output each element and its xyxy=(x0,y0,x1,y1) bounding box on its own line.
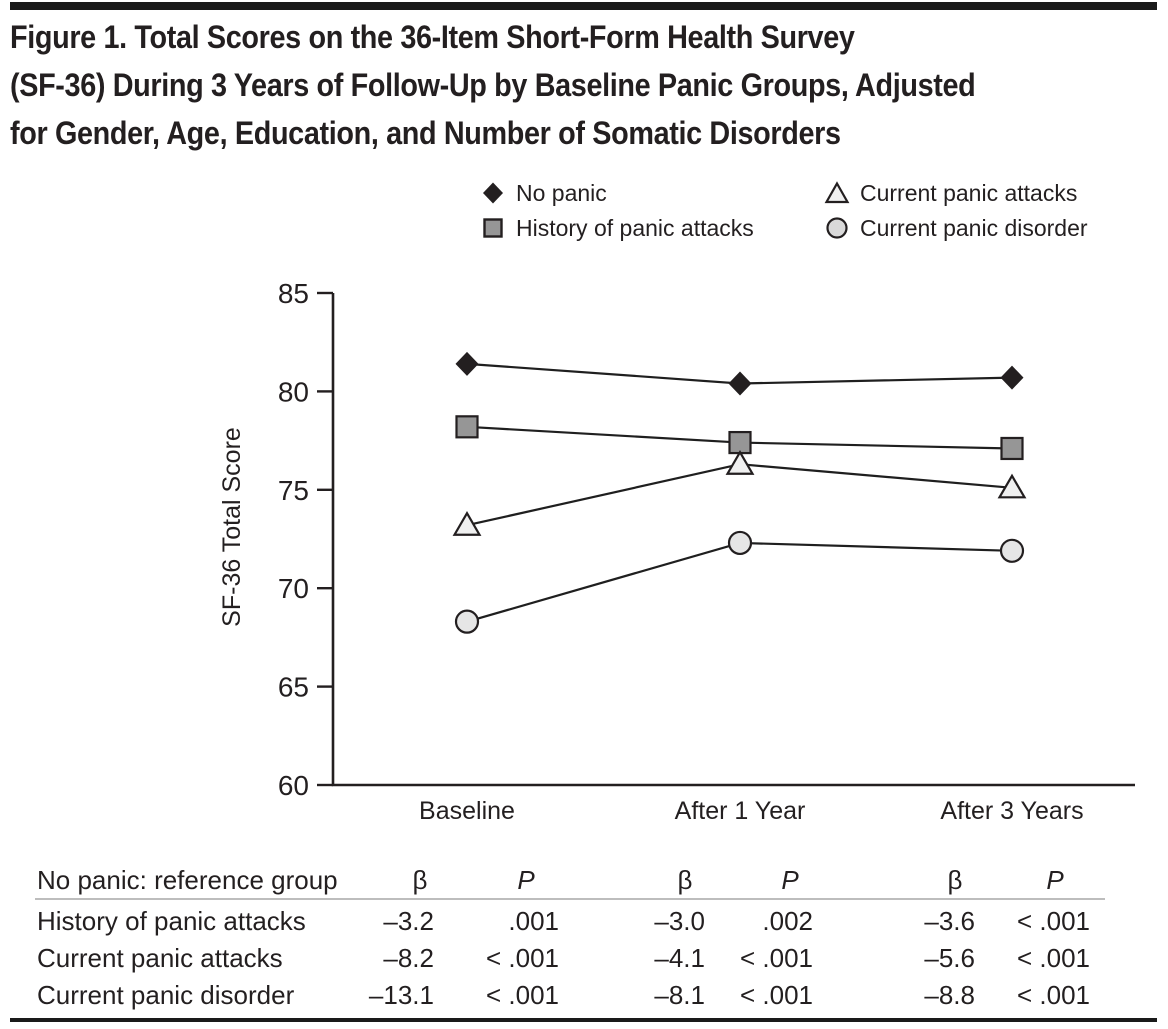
top-rule xyxy=(10,2,1157,10)
y-tick-label: 85 xyxy=(278,278,309,309)
p-value: .002 xyxy=(762,906,813,936)
beta-value: –3.6 xyxy=(924,906,975,936)
x-tick-label: After 3 Years xyxy=(940,797,1083,825)
y-tick-label: 60 xyxy=(278,770,309,801)
col-header-p-year3: P xyxy=(1046,865,1064,895)
beta-value: –3.2 xyxy=(383,906,434,936)
diamond-icon xyxy=(483,182,503,204)
y-tick-label: 65 xyxy=(278,672,309,703)
square-icon xyxy=(483,218,503,238)
square-marker xyxy=(728,430,752,455)
row-label: Current panic attacks xyxy=(37,943,283,973)
table-row-current-panic-attacks: Current panic attacks –8.2 < .001 –4.1 <… xyxy=(37,942,1107,974)
p-value: < .001 xyxy=(739,980,813,1010)
bottom-rule xyxy=(10,1018,1157,1022)
circle-marker xyxy=(454,609,480,634)
diamond-marker xyxy=(728,371,752,396)
triangle-marker xyxy=(997,473,1027,499)
triangle-marker xyxy=(452,511,482,536)
x-tick-label: Baseline xyxy=(419,797,515,825)
col-header-beta-baseline: β xyxy=(412,865,428,895)
beta-value: –8.1 xyxy=(654,980,705,1010)
square-marker xyxy=(1000,436,1024,461)
p-value: < .001 xyxy=(485,943,559,973)
legend-item-no-panic: No panic xyxy=(479,178,607,208)
legend-label: Current panic attacks xyxy=(860,179,1078,206)
y-tick-label: 70 xyxy=(278,573,309,604)
figure-title-line-3: for Gender, Age, Education, and Number o… xyxy=(10,115,841,151)
p-value: < .001 xyxy=(739,943,813,973)
y-tick-label: 75 xyxy=(278,475,309,506)
circle-marker xyxy=(727,530,753,556)
beta-value: –13.1 xyxy=(368,980,434,1010)
triangle-icon xyxy=(824,181,850,204)
legend-label: Current panic disorder xyxy=(860,214,1088,241)
header-rule xyxy=(35,898,1105,900)
col-header-beta-year3: β xyxy=(947,865,963,895)
legend-item-current-panic-attacks: Current panic attacks xyxy=(823,178,1077,208)
beta-value: –8.8 xyxy=(924,980,975,1010)
col-header-p-year1: P xyxy=(781,865,799,895)
col-header-p-baseline: P xyxy=(517,865,535,895)
row-label: History of panic attacks xyxy=(37,906,306,936)
legend-item-current-panic-disorder: Current panic disorder xyxy=(823,213,1088,243)
p-value: < .001 xyxy=(1016,906,1090,936)
square-marker xyxy=(455,415,479,439)
circle-icon xyxy=(826,217,848,239)
legend-item-history-of-panic-attacks: History of panic attacks xyxy=(479,213,754,243)
x-tick-label: After 1 Year xyxy=(675,797,806,825)
p-value: < .001 xyxy=(1016,943,1090,973)
triangle-marker xyxy=(725,450,755,475)
y-axis-title: SF-36 Total Score xyxy=(218,427,246,627)
p-value: < .001 xyxy=(1016,980,1090,1010)
p-value: .001 xyxy=(508,906,559,936)
figure-title-line-1: Figure 1. Total Scores on the 36-Item Sh… xyxy=(10,19,855,55)
stats-header-row: No panic: reference group β P β P β P xyxy=(37,864,1107,896)
y-tick-label: 80 xyxy=(278,376,309,407)
diamond-marker xyxy=(1000,365,1024,390)
beta-value: –8.2 xyxy=(383,943,434,973)
beta-value: –5.6 xyxy=(924,943,975,973)
legend-label: History of panic attacks xyxy=(516,214,754,241)
row-label: Current panic disorder xyxy=(37,980,295,1010)
legend-label: No panic xyxy=(516,179,607,206)
figure-title-line-2: (SF-36) During 3 Years of Follow-Up by B… xyxy=(10,67,976,103)
circle-marker xyxy=(999,538,1025,563)
beta-value: –4.1 xyxy=(654,943,705,973)
table-row-current-panic-disorder: Current panic disorder –13.1 < .001 –8.1… xyxy=(37,979,1107,1011)
col-header-beta-year1: β xyxy=(677,865,693,895)
figure-title: Figure 1. Total Scores on the 36-Item Sh… xyxy=(10,13,1160,157)
stats-header-label: No panic: reference group xyxy=(37,865,338,895)
beta-value: –3.0 xyxy=(654,906,705,936)
p-value: < .001 xyxy=(485,980,559,1010)
diamond-marker xyxy=(455,351,479,376)
table-row-history-of-panic-attacks: History of panic attacks –3.2 .001 –3.0 … xyxy=(37,905,1107,937)
